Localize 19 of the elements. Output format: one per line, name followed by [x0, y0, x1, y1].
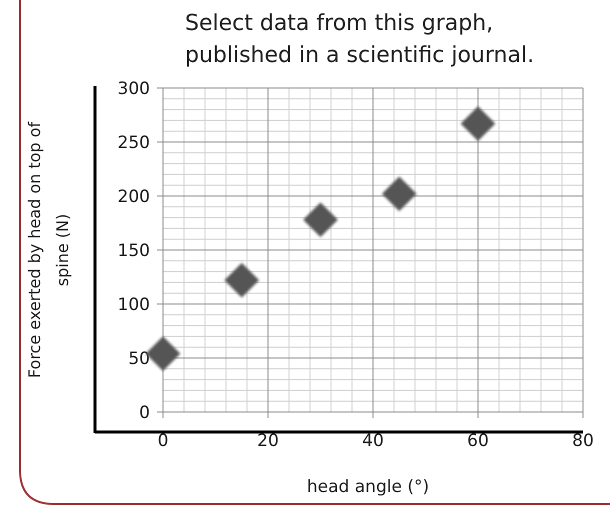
point: [224, 262, 260, 298]
x-tick-label: 60: [467, 430, 489, 451]
y-tick-label: 150: [118, 240, 150, 261]
y-tick-label: 100: [118, 294, 150, 315]
x-tick-label: 80: [572, 430, 594, 451]
point: [382, 176, 417, 212]
x-tick-label: 20: [257, 430, 279, 451]
x-axis-title: head angle (°): [306, 477, 430, 497]
y-axis-title: Force exerted by head on top of spine (N): [25, 122, 72, 378]
point: [303, 202, 338, 238]
y-tick-label: 300: [118, 78, 150, 99]
chart-title: Select data from this graph, published in a scientific journal.: [185, 11, 534, 68]
y-tick-label: 50: [128, 348, 150, 369]
y-tick-label: 0: [139, 402, 150, 423]
x-tick-label: 0: [158, 430, 168, 451]
y-tick-label: 200: [118, 186, 150, 207]
point: [460, 106, 496, 141]
x-tick-label: 40: [362, 430, 384, 451]
y-tick-label: 250: [118, 132, 150, 153]
